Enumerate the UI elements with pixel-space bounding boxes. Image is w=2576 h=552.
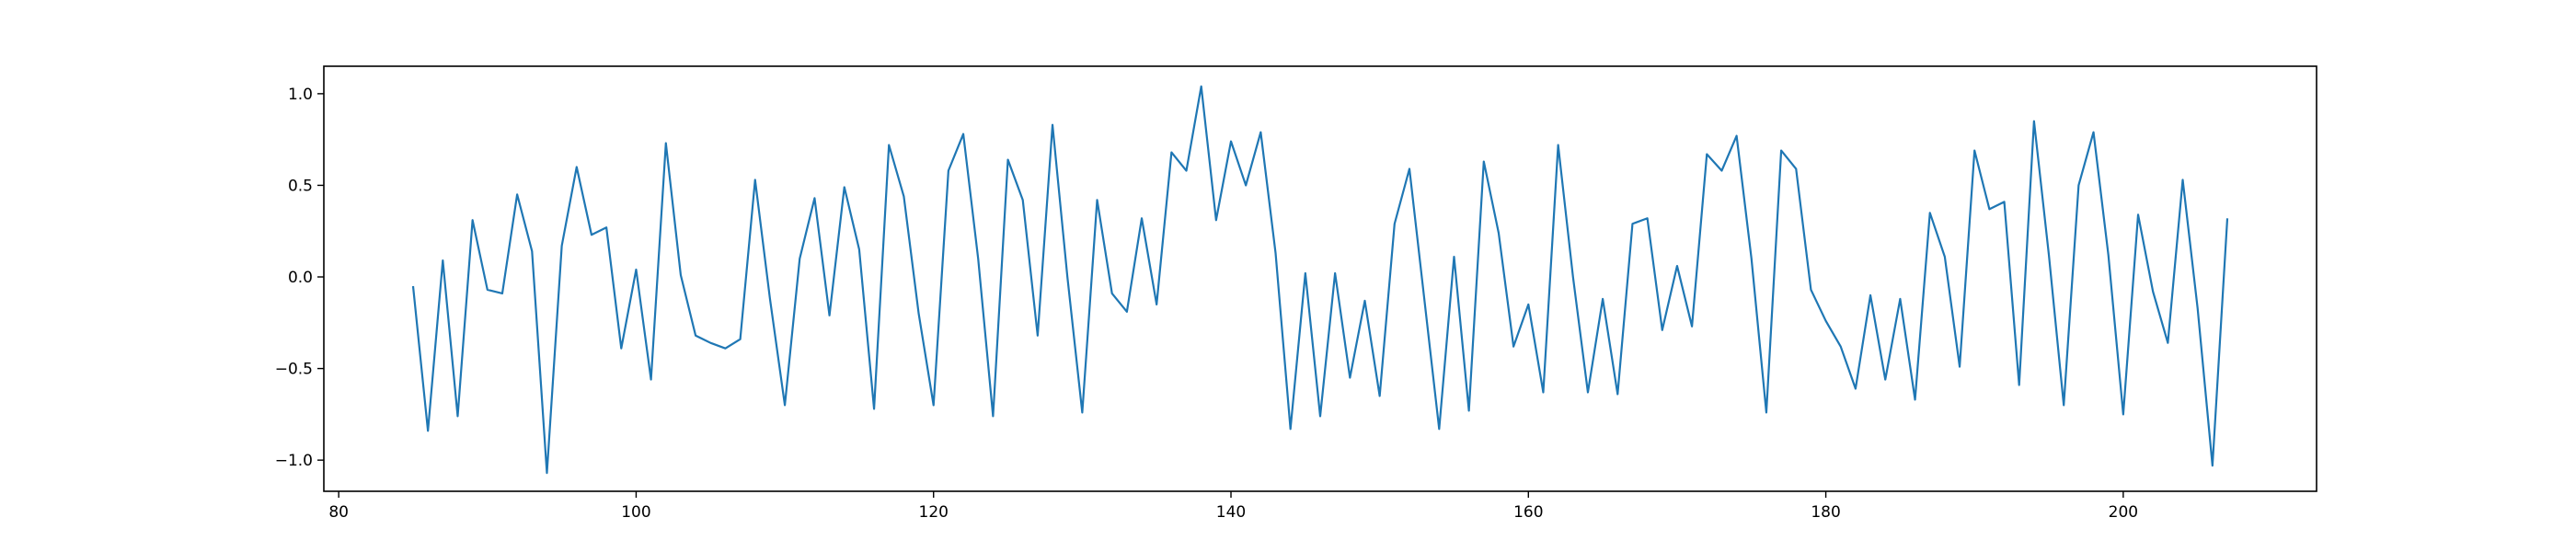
- axes-frame: [323, 65, 2317, 492]
- y-tick-label: 0.0: [288, 269, 313, 287]
- y-tick-label: 1.0: [288, 86, 313, 104]
- x-axis: 80 100 120 140 160 180 200: [328, 491, 2138, 522]
- y-tick-label: −0.5: [275, 361, 313, 379]
- x-tick-label: 160: [1513, 503, 1543, 522]
- x-tick-label: 120: [919, 503, 949, 522]
- x-tick-label: 180: [1811, 503, 1840, 522]
- y-tick-label: 0.5: [288, 177, 313, 195]
- series-line: [411, 85, 2229, 475]
- x-tick-label: 200: [2109, 503, 2138, 522]
- x-tick-label: 140: [1216, 503, 1246, 522]
- y-axis: −1.0 −0.5 0.0 0.5 1.0: [275, 86, 324, 470]
- plot-area: [411, 85, 2229, 475]
- x-tick-label: 100: [621, 503, 650, 522]
- x-tick-label: 80: [328, 503, 349, 522]
- y-tick-label: −1.0: [275, 452, 313, 470]
